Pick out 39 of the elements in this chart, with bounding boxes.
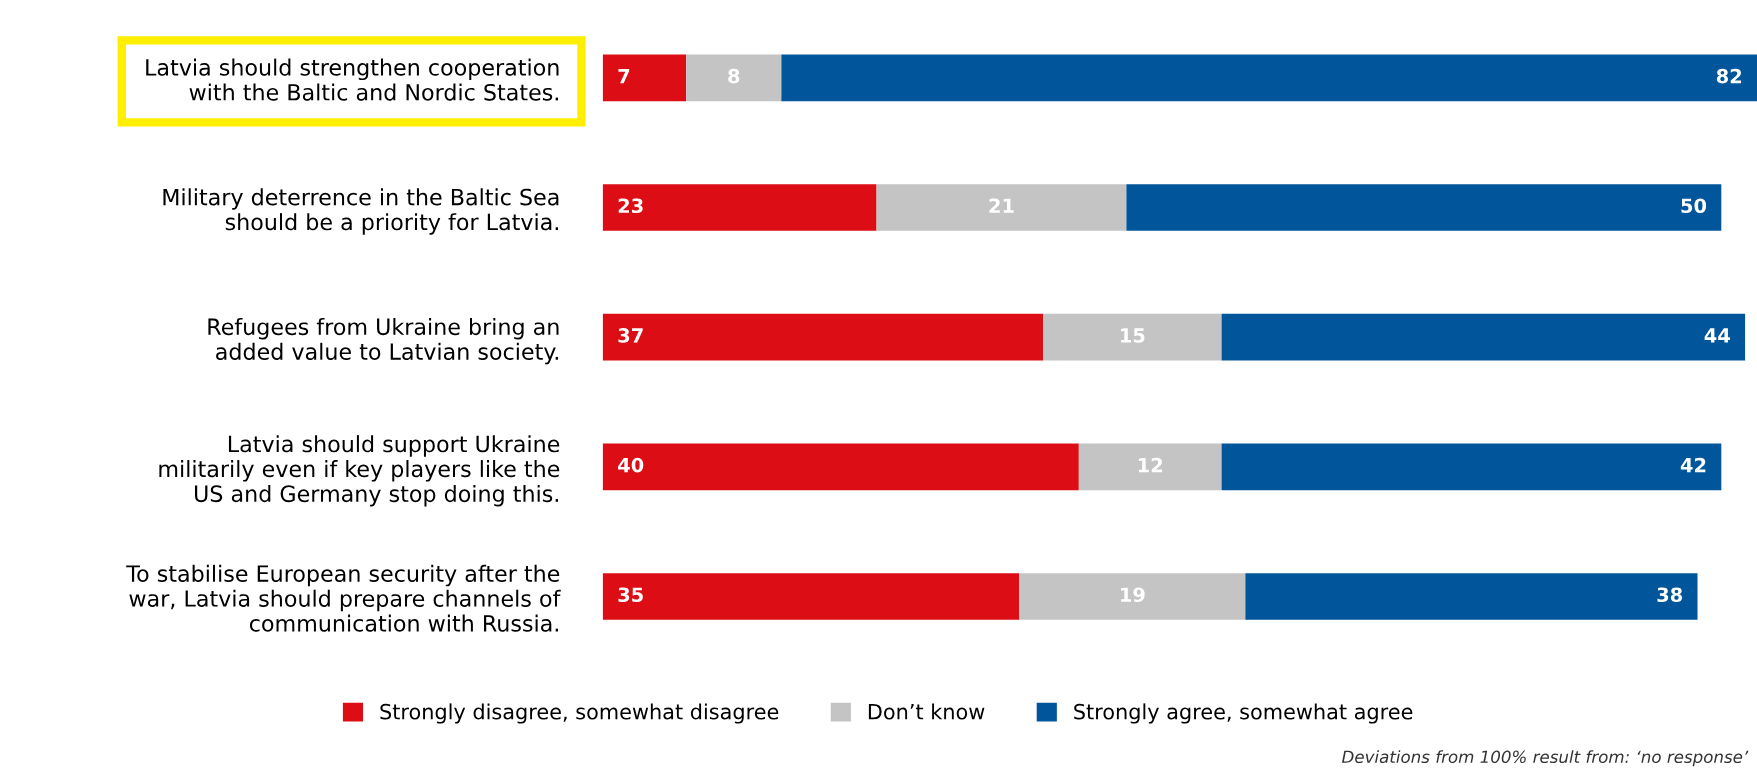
data-label: 50 xyxy=(1681,198,1707,214)
text: Deviations from 100% result from: ‘no response’ xyxy=(1341,750,1749,767)
data-label: 42 xyxy=(1680,457,1706,473)
data-label: 40 xyxy=(618,457,644,473)
data-label: 21 xyxy=(989,198,1014,213)
bar xyxy=(1245,573,1698,620)
bar xyxy=(602,54,687,102)
data-label: 37 xyxy=(618,328,643,343)
bar xyxy=(1126,184,1722,231)
data-label: 44 xyxy=(1704,328,1730,343)
bar xyxy=(1221,443,1722,491)
data-label: 8 xyxy=(728,68,740,84)
y-tick-label: Military deterrence in the Baltic Sea should be a priority for Latvia. xyxy=(163,188,559,235)
legend-label: Strongly disagree, somewhat disagree xyxy=(380,703,779,724)
data-label: 23 xyxy=(618,198,643,214)
bar xyxy=(1078,443,1222,491)
y-tick-label: To stabilise European security after the war, Latvia should prepare channels of communication with Russia. xyxy=(126,564,561,632)
data-label: 82 xyxy=(1716,68,1742,84)
data-label: 19 xyxy=(1121,587,1145,603)
bar xyxy=(602,443,1079,491)
bar xyxy=(686,54,782,102)
bar xyxy=(1043,313,1222,361)
bar xyxy=(781,54,1757,102)
y-tick-label: Latvia should support Ukraine militarily even if key players like the US and Germany stop doing this. xyxy=(159,435,560,507)
legend-label: Strongly agree, somewhat agree xyxy=(1074,703,1413,724)
y-tick-label: Refugees from Ukraine bring an added value to Latvian society. xyxy=(208,317,559,365)
data-label: 38 xyxy=(1657,587,1683,603)
bar xyxy=(876,184,1127,231)
data-label: 12 xyxy=(1138,457,1163,473)
data-label: 15 xyxy=(1121,328,1145,343)
y-tick-label: Latvia should strengthen cooperation with the Baltic and Nordic States. xyxy=(146,58,559,101)
legend-label: Don’t know xyxy=(868,703,985,720)
bar xyxy=(1221,313,1746,361)
bar xyxy=(602,313,1044,361)
bar xyxy=(1019,573,1246,620)
bar xyxy=(602,184,877,231)
data-label: 7 xyxy=(618,68,630,84)
data-label: 35 xyxy=(618,587,643,603)
bar xyxy=(602,573,1020,620)
